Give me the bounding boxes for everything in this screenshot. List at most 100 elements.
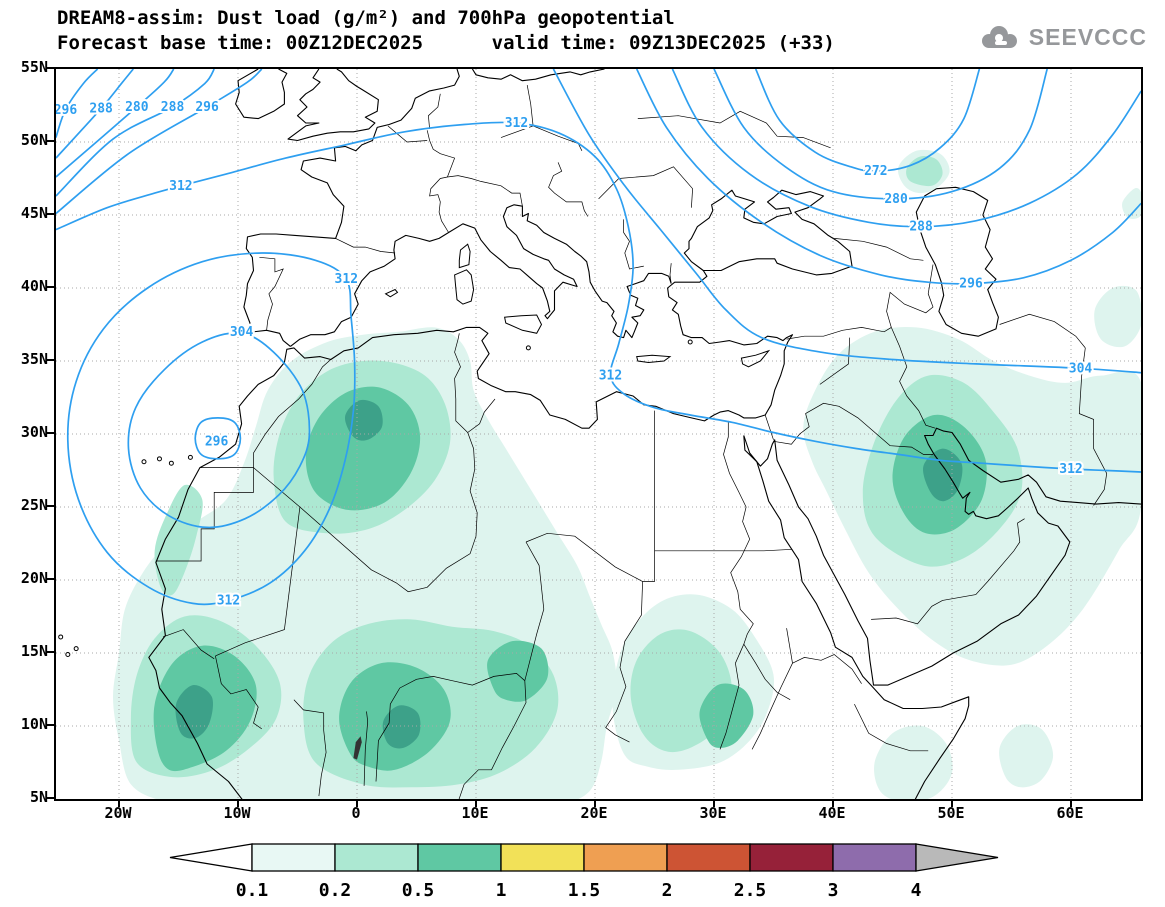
geopotential-contour xyxy=(713,69,1049,200)
x-axis-tick-label: 30E xyxy=(699,804,727,822)
country-border xyxy=(764,414,774,440)
dust-shading-region xyxy=(1122,188,1141,219)
y-axis-tick-label: 15N xyxy=(20,642,48,660)
country-border xyxy=(526,85,534,126)
y-axis-tick-label: 50N xyxy=(20,131,48,149)
country-border xyxy=(598,166,693,208)
colorbar-segment xyxy=(417,843,502,872)
colorbar-segment xyxy=(334,843,419,872)
country-border xyxy=(155,467,254,562)
country-border xyxy=(426,130,456,178)
country-border xyxy=(773,402,933,455)
country-border xyxy=(375,687,401,782)
small-island xyxy=(141,459,147,465)
map-frame: 296 288 280 288 296 312 312 312 312 312 312 304 296 2… xyxy=(54,67,1143,801)
country-border xyxy=(215,506,301,657)
coastline xyxy=(743,427,1141,686)
dust-shading-region xyxy=(874,725,953,799)
y-axis-tick-label: 55N xyxy=(20,58,48,76)
colorbar-arrow-left xyxy=(169,843,253,872)
contour-label: 288 xyxy=(89,101,113,116)
x-axis-tick-label: 20W xyxy=(104,804,132,822)
y-axis-tick-label: 35N xyxy=(20,350,48,368)
geopotential-contour xyxy=(66,252,356,606)
y-axis-tick xyxy=(46,67,54,69)
country-border xyxy=(524,541,545,681)
x-axis-tick xyxy=(118,799,120,807)
contour-label: 312 xyxy=(217,593,240,608)
coastline xyxy=(287,69,379,142)
colorbar-tick-label: 1.5 xyxy=(568,880,601,901)
coastline xyxy=(243,69,460,347)
country-border xyxy=(786,327,892,340)
geopotential-contour xyxy=(671,69,1141,228)
country-border xyxy=(335,238,396,254)
nile-river xyxy=(719,420,754,750)
dust-shading-region xyxy=(154,484,203,596)
colorbar-tick-label: 0.2 xyxy=(319,880,352,901)
cloud-icon xyxy=(981,26,1017,48)
geopotential-contour xyxy=(635,69,1141,285)
coastline xyxy=(148,270,794,799)
coastline xyxy=(290,204,672,347)
contour-label: 304 xyxy=(230,325,254,340)
colorbar-segment xyxy=(500,843,585,872)
small-island xyxy=(187,454,193,460)
x-axis-tick-label: 10W xyxy=(223,804,251,822)
island-outline xyxy=(503,314,543,334)
y-axis-tick-label: 10N xyxy=(20,715,48,733)
colorbar-tick-label: 0.1 xyxy=(236,880,269,901)
colorbar-tick-label: 2.5 xyxy=(734,880,767,901)
dust-shading-region xyxy=(305,386,421,511)
island-outline xyxy=(636,354,672,364)
country-border xyxy=(792,654,862,684)
colorbar-segment xyxy=(251,843,336,872)
small-island xyxy=(58,634,64,640)
blue-nile-river xyxy=(743,644,791,701)
country-border xyxy=(819,337,851,385)
y-axis-tick xyxy=(46,651,54,653)
small-island xyxy=(65,651,71,657)
contour-label: 312 xyxy=(505,116,528,131)
x-axis-tick-label: 10E xyxy=(461,804,489,822)
island-outline xyxy=(740,349,771,368)
y-axis-tick-label: 5N xyxy=(29,788,48,806)
coastline xyxy=(915,186,999,337)
y-axis-tick-label: 25N xyxy=(20,496,48,514)
y-axis-tick-label: 20N xyxy=(20,569,48,587)
y-axis-tick xyxy=(46,140,54,142)
small-island xyxy=(525,345,531,351)
contour-label: 296 xyxy=(56,103,77,118)
island-outline xyxy=(384,288,399,298)
country-border xyxy=(253,432,478,593)
contour-label: 296 xyxy=(205,434,229,449)
dust-shading-region xyxy=(344,399,383,441)
colorbar-segment xyxy=(583,843,668,872)
y-axis-tick xyxy=(46,432,54,434)
coastline xyxy=(471,69,605,82)
small-island xyxy=(73,646,79,652)
x-axis-tick xyxy=(237,799,239,807)
country-border xyxy=(387,125,428,143)
y-axis-tick-label: 40N xyxy=(20,277,48,295)
contour-label: 312 xyxy=(169,179,192,194)
country-border xyxy=(429,175,523,233)
x-axis-tick-label: 0 xyxy=(351,804,361,822)
country-border xyxy=(500,125,583,151)
colorbar-segment xyxy=(749,843,834,872)
country-border xyxy=(259,256,284,331)
x-axis-tick-label: 60E xyxy=(1056,804,1084,822)
chart-title: DREAM8-assim: Dust load (g/m²) and 700hP… xyxy=(57,7,675,29)
y-axis-tick-label: 30N xyxy=(20,423,48,441)
small-island xyxy=(687,339,693,345)
island-outline xyxy=(454,269,475,305)
y-axis-tick xyxy=(46,797,54,799)
country-border xyxy=(751,628,793,750)
dust-shading-region xyxy=(1094,285,1141,348)
geopotential-contour xyxy=(56,69,215,197)
colorbar-tick-label: 2 xyxy=(662,880,673,901)
colorbar-tick-label: 3 xyxy=(828,880,839,901)
country-border xyxy=(467,398,496,433)
x-axis-tick-label: 50E xyxy=(937,804,965,822)
geopotential-contour xyxy=(127,332,311,529)
